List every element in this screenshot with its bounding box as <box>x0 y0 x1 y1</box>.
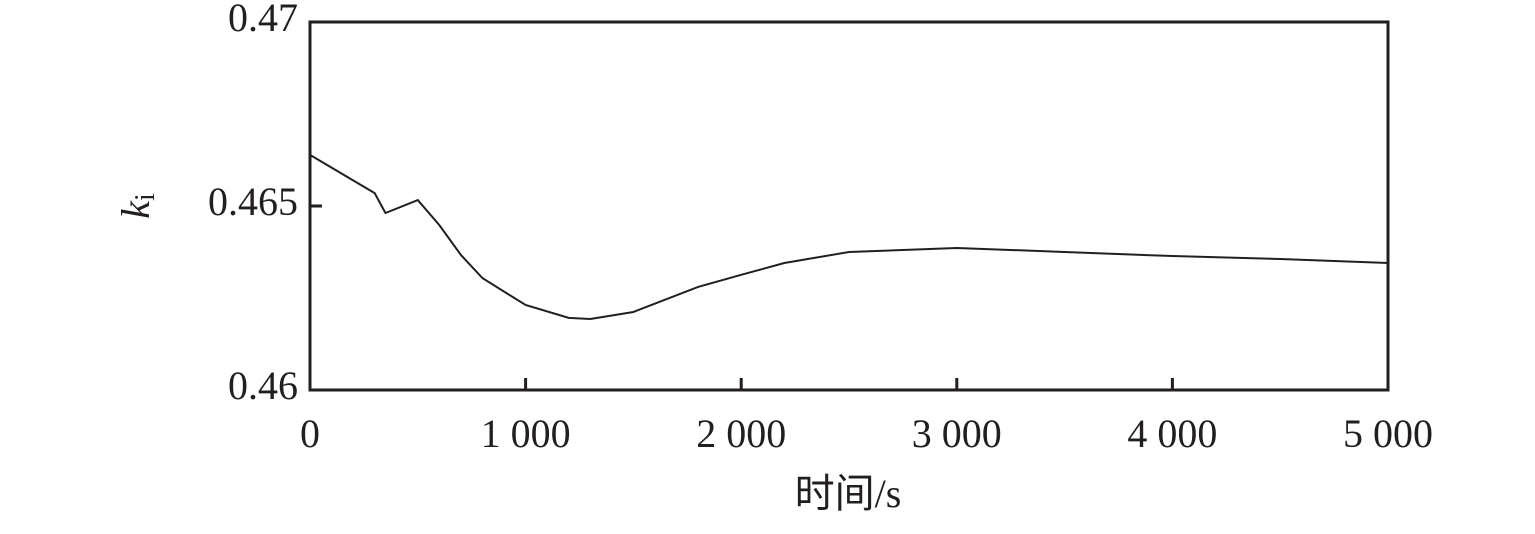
y-tick-label: 0.46 <box>228 363 298 408</box>
x-tick-label: 1 000 <box>481 411 571 456</box>
y-tick-label: 0.465 <box>208 179 298 224</box>
x-tick-label: 5 000 <box>1343 411 1433 456</box>
x-tick-label: 4 000 <box>1127 411 1217 456</box>
x-axis-title: 时间/s <box>795 471 902 516</box>
y-axis-title-sub: i <box>130 193 161 201</box>
y-axis-title-main: k <box>113 200 158 219</box>
y-tick-label: 0.47 <box>228 0 298 40</box>
plot-frame <box>308 20 1390 392</box>
y-axis-title: ki <box>113 193 161 219</box>
x-tick-label: 2 000 <box>696 411 786 456</box>
x-tick-label: 3 000 <box>912 411 1002 456</box>
x-tick-label: 0 <box>300 411 320 456</box>
data-line <box>309 153 1389 320</box>
